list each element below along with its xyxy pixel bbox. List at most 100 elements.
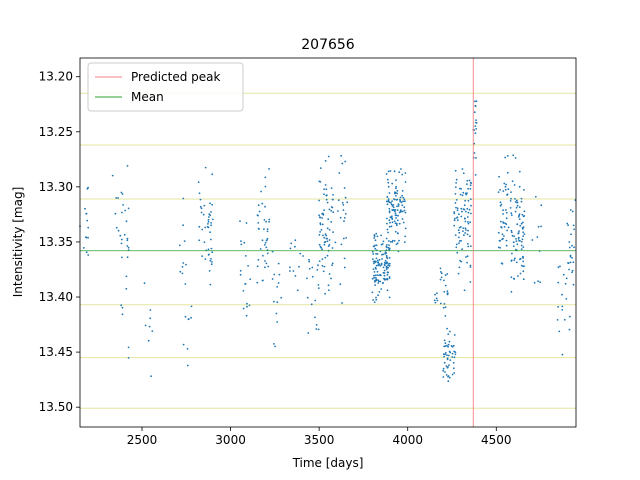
- data-point: [82, 247, 85, 249]
- data-point: [396, 209, 399, 212]
- data-point: [442, 376, 445, 378]
- data-point: [451, 352, 454, 355]
- data-point: [468, 208, 471, 211]
- data-point: [262, 254, 264, 257]
- data-point: [443, 303, 446, 305]
- data-point: [457, 229, 460, 232]
- data-point: [268, 168, 270, 170]
- data-point: [395, 217, 397, 219]
- data-point: [469, 264, 472, 267]
- data-point: [396, 242, 399, 245]
- data-point: [178, 244, 181, 247]
- data-point: [150, 375, 153, 378]
- data-point: [452, 361, 455, 364]
- data-point: [376, 253, 379, 255]
- data-point: [343, 266, 346, 269]
- data-point: [268, 218, 271, 221]
- data-point: [402, 196, 405, 199]
- data-point: [474, 104, 477, 107]
- data-point: [520, 241, 523, 243]
- data-point: [505, 211, 508, 214]
- data-point: [559, 265, 561, 268]
- data-point: [318, 180, 321, 183]
- data-point: [341, 162, 344, 165]
- data-point: [466, 233, 469, 236]
- data-point: [380, 243, 383, 246]
- data-point: [566, 222, 569, 225]
- data-point: [182, 197, 185, 200]
- axes-frame: [79, 57, 577, 428]
- data-point: [401, 173, 404, 176]
- data-point: [467, 245, 470, 248]
- data-point: [462, 191, 465, 194]
- data-point: [387, 170, 390, 173]
- data-point: [263, 219, 266, 221]
- data-point: [318, 243, 321, 246]
- data-point: [210, 258, 212, 260]
- y-tick-label: 13.45: [39, 345, 73, 359]
- data-point: [449, 359, 452, 361]
- data-point: [388, 211, 391, 214]
- data-point: [510, 290, 513, 293]
- data-point: [127, 346, 130, 349]
- data-point: [467, 229, 469, 232]
- data-point: [388, 219, 391, 222]
- data-point: [469, 181, 472, 184]
- data-point: [389, 241, 392, 243]
- data-point: [330, 206, 333, 208]
- data-point: [382, 266, 385, 269]
- data-point: [521, 238, 524, 241]
- data-point: [519, 240, 521, 242]
- data-point: [517, 275, 519, 277]
- data-point: [385, 268, 388, 271]
- data-point: [499, 201, 502, 204]
- data-point: [561, 309, 564, 311]
- data-point: [470, 204, 472, 207]
- data-point: [122, 204, 124, 206]
- data-point: [339, 216, 342, 219]
- data-point: [266, 230, 269, 233]
- data-point: [523, 233, 526, 236]
- data-point: [324, 256, 327, 259]
- data-point: [386, 203, 389, 206]
- data-point: [257, 204, 260, 207]
- data-point: [306, 296, 309, 299]
- data-point: [515, 240, 518, 243]
- data-point: [446, 327, 448, 330]
- data-point: [377, 282, 380, 284]
- data-point: [509, 200, 512, 202]
- data-point: [317, 287, 320, 289]
- data-point: [443, 339, 446, 342]
- data-point: [444, 284, 447, 287]
- data-point: [522, 270, 525, 273]
- data-point: [400, 201, 403, 204]
- data-point: [458, 187, 461, 190]
- data-point: [324, 160, 327, 162]
- data-point: [520, 248, 523, 251]
- data-point: [127, 207, 130, 210]
- data-point: [344, 196, 347, 199]
- data-point: [401, 210, 404, 213]
- data-point: [210, 238, 212, 241]
- data-point: [373, 262, 375, 265]
- data-point: [434, 301, 437, 304]
- data-point: [244, 255, 247, 257]
- data-point: [325, 234, 328, 237]
- data-point: [290, 242, 293, 245]
- data-point: [372, 268, 375, 270]
- data-point: [386, 266, 388, 269]
- data-point: [207, 220, 210, 223]
- data-point: [121, 211, 123, 214]
- data-point: [453, 372, 456, 374]
- data-point: [385, 244, 388, 246]
- data-point: [386, 246, 388, 249]
- data-point: [573, 228, 575, 231]
- data-point: [209, 283, 212, 286]
- data-point: [244, 282, 247, 285]
- data-point: [243, 241, 246, 244]
- data-point: [498, 175, 500, 178]
- data-point: [473, 142, 476, 145]
- data-point: [397, 214, 399, 217]
- data-point: [497, 191, 500, 194]
- data-point: [455, 182, 457, 184]
